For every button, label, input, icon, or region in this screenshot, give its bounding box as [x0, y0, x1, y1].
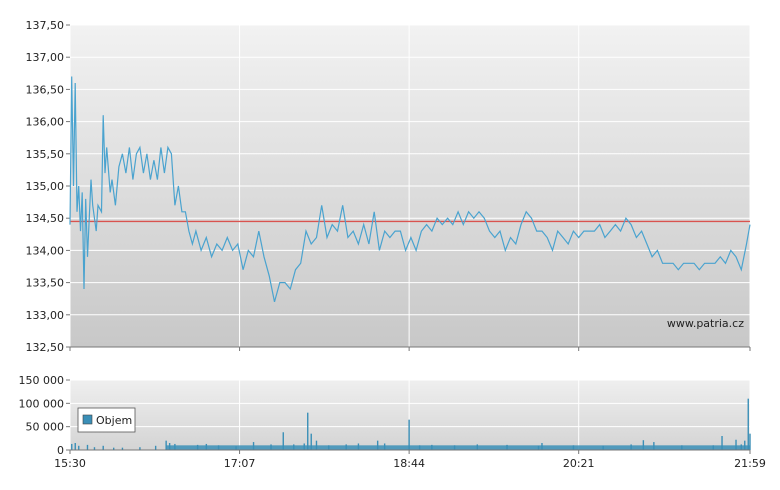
volume-y-tick-label: 0 [57, 444, 64, 457]
volume-bar [165, 440, 167, 450]
volume-bar [307, 412, 309, 450]
price-series-line [69, 76, 751, 303]
volume-bar [303, 443, 305, 450]
volume-bar [431, 444, 433, 450]
volume-bar [174, 443, 176, 450]
volume-bar [328, 445, 330, 450]
volume-legend-label: Objem [96, 414, 132, 427]
volume-plot-background [70, 380, 750, 450]
volume-bar [721, 436, 723, 450]
volume-bar [86, 444, 89, 450]
volume-panel: 0 50 000 100 000 150 000 Objem 15:30 17:07 18… [19, 347, 766, 470]
volume-y-axis: 0 50 000 100 000 150 000 [19, 374, 70, 457]
volume-bar [541, 443, 543, 450]
volume-legend: Objem [77, 407, 136, 433]
price-y-tick-label: 134,00 [26, 244, 65, 257]
volume-bar [537, 445, 540, 450]
volume-bar [653, 442, 655, 450]
volume-bar [408, 419, 410, 450]
volume-bar [121, 447, 124, 450]
volume-bar [376, 440, 379, 450]
x-tick-label: 18:44 [393, 457, 425, 470]
price-y-tick-label: 137,00 [26, 51, 65, 64]
volume-bar [93, 447, 96, 450]
volume-bar [113, 447, 115, 450]
volume-bar [418, 445, 421, 450]
volume-bar [740, 444, 742, 450]
volume-bar [602, 445, 604, 450]
volume-bar [205, 443, 208, 450]
volume-bar [74, 443, 76, 450]
volume-bar [572, 445, 575, 450]
price-panel: 132,50 133,00 133,50 134,00 134,50 135,00 135,… [26, 19, 751, 354]
price-y-tick-label: 133,50 [26, 277, 65, 290]
volume-bar [270, 444, 272, 450]
volume-bar [357, 443, 360, 450]
x-tick-label: 15:30 [54, 457, 86, 470]
volume-bar [642, 440, 645, 450]
volume-y-tick-label: 50 000 [26, 421, 65, 434]
volume-bar [293, 444, 295, 450]
volume-bar [217, 445, 220, 450]
volume-legend-swatch [82, 414, 93, 425]
price-y-tick-label: 136,50 [26, 83, 65, 96]
price-grid [69, 24, 751, 348]
volume-bars [71, 398, 751, 450]
volume-bar [453, 445, 456, 450]
price-y-tick-label: 137,50 [26, 19, 65, 32]
volume-bar [196, 444, 199, 450]
volume-bar [476, 444, 479, 450]
volume-bar [168, 443, 171, 450]
volume-bar [235, 446, 237, 450]
price-y-tick-label: 135,00 [26, 180, 65, 193]
x-tick-label: 17:07 [224, 457, 256, 470]
volume-bar [102, 445, 104, 450]
price-y-tick-label: 136,00 [26, 116, 65, 129]
price-y-tick-label: 133,00 [26, 309, 65, 322]
volume-bar [383, 443, 386, 450]
volume-bar [735, 439, 737, 450]
volume-bar [630, 444, 632, 450]
volume-y-tick-label: 100 000 [19, 397, 65, 410]
volume-baseline-band [166, 445, 751, 450]
volume-bar [282, 432, 284, 450]
volume-bar [681, 445, 683, 450]
volume-bar [78, 445, 80, 450]
x-tick-label: 21:59 [734, 457, 766, 470]
price-y-axis: 132,50 133,00 133,50 134,00 134,50 135,00 135,… [26, 19, 70, 354]
volume-bar [747, 398, 749, 450]
volume-bar [154, 445, 157, 450]
volume-bar [252, 442, 255, 450]
volume-bar [139, 447, 141, 450]
price-y-tick-label: 135,50 [26, 148, 65, 161]
volume-bar [310, 433, 312, 450]
volume-bar [744, 440, 746, 450]
volume-bar [315, 440, 318, 450]
volume-bar [712, 445, 714, 450]
price-y-tick-label: 132,50 [26, 341, 65, 354]
volume-y-tick-label: 150 000 [19, 374, 65, 387]
watermark-annotation: www.patria.cz [667, 317, 744, 330]
volume-bar [71, 443, 73, 450]
x-tick-label: 20:21 [563, 457, 595, 470]
x-axis: 15:30 17:07 18:44 20:21 21:59 [54, 347, 766, 470]
volume-bar [345, 444, 347, 450]
price-y-tick-label: 134,50 [26, 212, 65, 225]
volume-bar [749, 433, 751, 450]
volume-bar [506, 444, 508, 450]
